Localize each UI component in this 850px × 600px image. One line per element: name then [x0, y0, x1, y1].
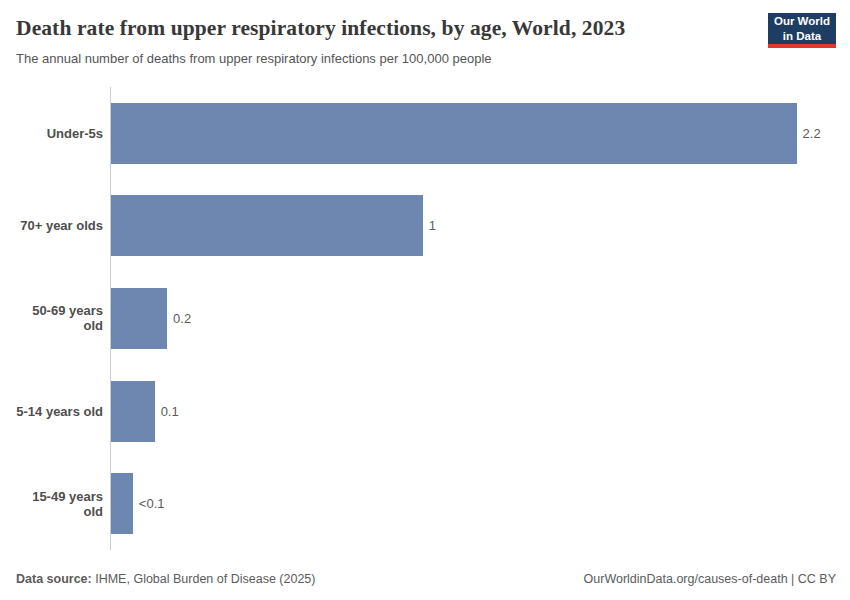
owid-logo-line2: in Data: [768, 29, 836, 43]
bar[interactable]: [111, 473, 133, 534]
bar-chart: Under-5s 2.2 70+ year olds 1 50-69 years…: [16, 87, 834, 550]
category-label: 5-14 years old: [16, 404, 110, 419]
bar-row: 15-49 years old <0.1: [16, 457, 834, 550]
bar[interactable]: [111, 288, 167, 349]
data-source-text: IHME, Global Burden of Disease (2025): [92, 572, 316, 586]
value-label: 0.1: [161, 404, 179, 419]
chart-footer: Data source: IHME, Global Burden of Dise…: [16, 572, 836, 586]
bar-area: 0.1: [110, 365, 834, 458]
bar-area: 1: [110, 180, 834, 273]
bar[interactable]: [111, 381, 155, 442]
credit-link[interactable]: OurWorldinData.org/causes-of-death | CC …: [584, 572, 836, 586]
value-label: <0.1: [139, 496, 165, 511]
category-label: 15-49 years old: [16, 489, 110, 519]
bar[interactable]: [111, 103, 797, 164]
value-label: 1: [429, 218, 436, 233]
page-subtitle: The annual number of deaths from upper r…: [16, 51, 834, 68]
bar[interactable]: [111, 195, 423, 256]
bar-row: 50-69 years old 0.2: [16, 272, 834, 365]
bar-area: <0.1: [110, 457, 834, 550]
chart-header: Death rate from upper respiratory infect…: [0, 0, 850, 68]
value-label: 0.2: [173, 311, 191, 326]
bar-row: 70+ year olds 1: [16, 180, 834, 273]
category-label: 70+ year olds: [16, 218, 110, 233]
page-title: Death rate from upper respiratory infect…: [16, 16, 834, 42]
bar-row: 5-14 years old 0.1: [16, 365, 834, 458]
value-label: 2.2: [803, 126, 821, 141]
bar-row: Under-5s 2.2: [16, 87, 834, 180]
owid-logo[interactable]: Our World in Data: [768, 13, 836, 48]
owid-logo-line1: Our World: [768, 14, 836, 28]
bar-area: 0.2: [110, 272, 834, 365]
category-label: 50-69 years old: [16, 303, 110, 333]
bar-area: 2.2: [110, 87, 834, 180]
chart-page: Death rate from upper respiratory infect…: [0, 0, 850, 600]
category-label: Under-5s: [16, 126, 110, 141]
data-source: Data source: IHME, Global Burden of Dise…: [16, 572, 315, 586]
data-source-label: Data source:: [16, 572, 92, 586]
